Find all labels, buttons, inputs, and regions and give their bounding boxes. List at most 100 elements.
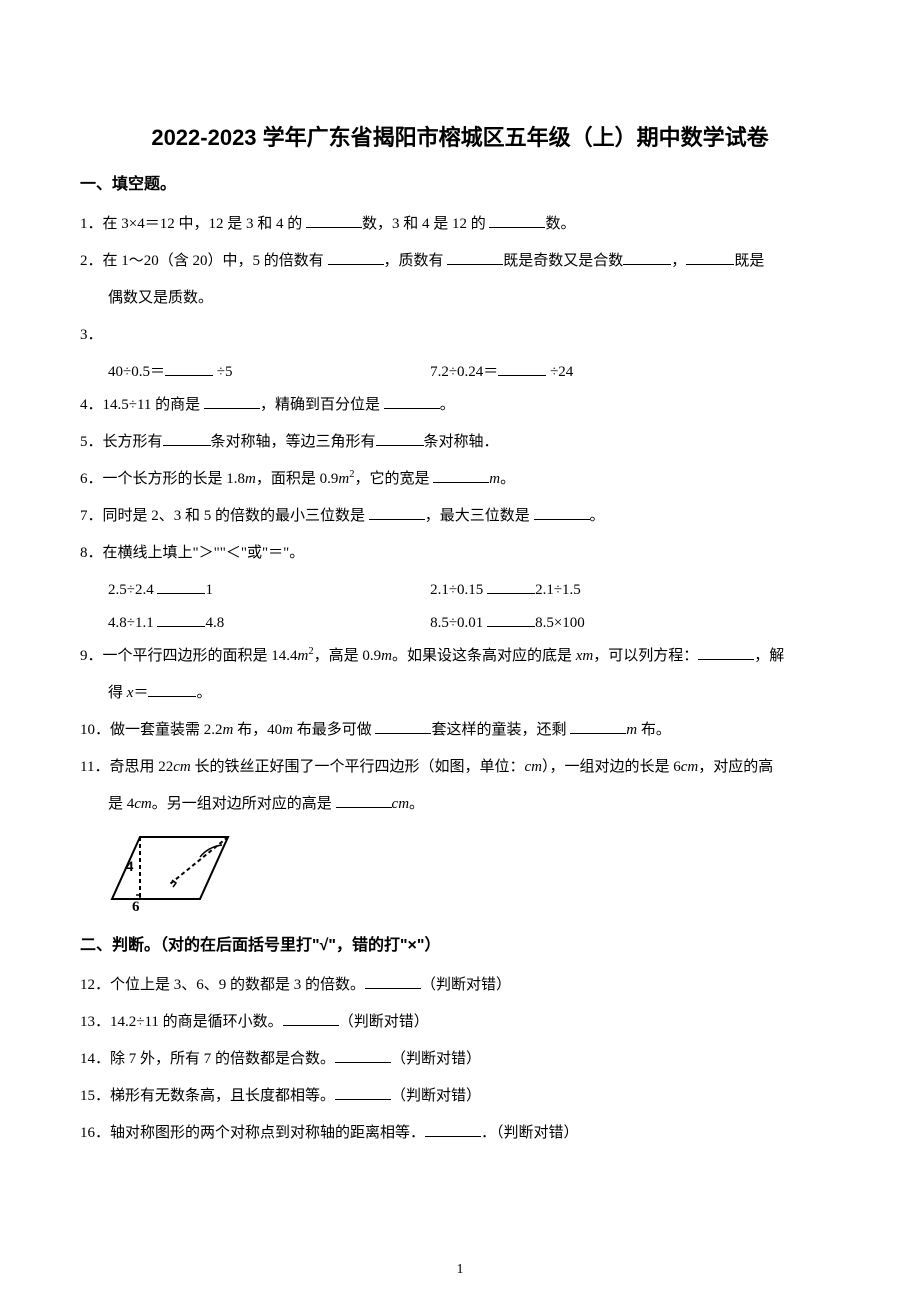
question-13: 13．14.2÷11 的商是循环小数。（判断对错） bbox=[80, 1006, 840, 1039]
question-4: 4．14.5÷11 的商是 ，精确到百分位是 。 bbox=[80, 389, 840, 422]
q8-r1c1-a: 2.5÷2.4 bbox=[108, 582, 157, 598]
q9-mid2: 。如果设这条高对应的底是 bbox=[392, 648, 576, 664]
q16-pre: 16．轴对称图形的两个对称点到对称轴的距离相等． bbox=[80, 1125, 425, 1141]
q11-mid3: ，对应的高 bbox=[698, 759, 773, 775]
q10-mid1: 布，40 bbox=[233, 722, 282, 738]
q11-mid1: 长的铁丝正好围了一个平行四边形（如图，单位： bbox=[191, 759, 525, 775]
q11-cm2: cm bbox=[524, 759, 542, 775]
q8-r2c2: 8.5÷0.01 8.5×100 bbox=[430, 607, 840, 640]
q8-r2c1-blank bbox=[157, 612, 205, 627]
q2-mid1: ，质数有 bbox=[384, 253, 448, 269]
q11-blank bbox=[336, 793, 392, 808]
q1-blank1 bbox=[306, 213, 362, 228]
question-2: 2．在 1～20（含 20）中，5 的倍数有 ，质数有 既是奇数又是合数 ， 既是 bbox=[80, 245, 840, 278]
q6-mid: ，面积是 0.9 bbox=[256, 471, 339, 487]
q4-pre: 4．14.5÷11 的商是 bbox=[80, 397, 204, 413]
q6-m1: m bbox=[245, 471, 256, 487]
q8-r2c2-a: 8.5÷0.01 bbox=[430, 615, 487, 631]
q10-post: 布。 bbox=[637, 722, 671, 738]
q11-mid2: ），一组对边的长是 6 bbox=[542, 759, 681, 775]
q7-mid: ，最大三位数是 bbox=[425, 508, 534, 524]
q10-mid3: 套这样的童装，还剩 bbox=[431, 722, 570, 738]
q11-cm3: cm bbox=[681, 759, 699, 775]
q7-pre: 7．同时是 2、3 和 5 的倍数的最小三位数是 bbox=[80, 508, 369, 524]
q11-l2-mid: 。另一组对边所对应的高是 bbox=[152, 796, 336, 812]
q9-blank2 bbox=[148, 682, 196, 697]
q8-r1c2-blank bbox=[487, 579, 535, 594]
q2-mid3: ， bbox=[671, 253, 686, 269]
q11-cm1: cm bbox=[173, 759, 191, 775]
q11-pre: 11．奇思用 22 bbox=[80, 759, 173, 775]
q8-r1c2-b: 2.1÷1.5 bbox=[535, 582, 581, 598]
question-3-number: 3． bbox=[80, 319, 840, 352]
q5-post: 条对称轴． bbox=[424, 434, 499, 450]
q2-blank3 bbox=[623, 250, 671, 265]
q13-pre: 13．14.2÷11 的商是循环小数。 bbox=[80, 1014, 283, 1030]
question-15: 15．梯形有无数条高，且长度都相等。 （判断对错） bbox=[80, 1080, 840, 1113]
q9-xm: xm bbox=[576, 648, 594, 664]
q8-r2c1-b: 4.8 bbox=[205, 615, 224, 631]
q7-blank2 bbox=[534, 505, 590, 520]
q15-post: （判断对错） bbox=[391, 1088, 481, 1104]
q9-blank1 bbox=[698, 645, 754, 660]
q8-r2c2-blank bbox=[487, 612, 535, 627]
parallelogram-svg: 4 6 bbox=[108, 829, 238, 914]
q3-c1-pre: 40÷0.5＝ bbox=[108, 364, 165, 380]
q9-mid1: ，高是 0.9 bbox=[314, 648, 382, 664]
q14-pre: 14．除 7 外，所有 7 的倍数都是合数。 bbox=[80, 1051, 335, 1067]
q3-col2: 7.2÷0.24＝ ÷24 bbox=[430, 356, 840, 389]
q14-post: （判断对错） bbox=[391, 1051, 481, 1067]
q15-pre: 15．梯形有无数条高，且长度都相等。 bbox=[80, 1088, 335, 1104]
question-1: 1．在 3×4＝12 中，12 是 3 和 4 的 数，3 和 4 是 12 的… bbox=[80, 208, 840, 241]
q2-mid2: 既是奇数又是合数 bbox=[503, 253, 623, 269]
q6-m2: m bbox=[338, 471, 349, 487]
q11-cm4: cm bbox=[134, 796, 152, 812]
q10-pre: 10．做一套童装需 2.2 bbox=[80, 722, 223, 738]
q3-c2-post: ÷24 bbox=[546, 364, 573, 380]
q4-blank2 bbox=[384, 394, 440, 409]
q15-blank bbox=[335, 1085, 391, 1100]
q10-blank2 bbox=[570, 719, 626, 734]
q2-post: 既是 bbox=[734, 253, 764, 269]
q1-post: 数。 bbox=[545, 216, 575, 232]
q3-c1-post: ÷5 bbox=[213, 364, 232, 380]
q1-pre: 1．在 3×4＝12 中，12 是 3 和 4 的 bbox=[80, 216, 306, 232]
q7-post: 。 bbox=[590, 508, 605, 524]
q6-m3: m bbox=[489, 471, 500, 487]
q5-blank1 bbox=[163, 431, 211, 446]
q9-m2: m bbox=[381, 648, 392, 664]
q16-blank bbox=[425, 1122, 481, 1137]
question-8-row1: 2.5÷2.4 1 2.1÷0.15 2.1÷1.5 bbox=[80, 574, 840, 607]
question-9: 9．一个平行四边形的面积是 14.4m2，高是 0.9m。如果设这条高对应的底是… bbox=[80, 640, 840, 673]
q11-l2-post: 。 bbox=[409, 796, 424, 812]
q2-pre: 2．在 1～20（含 20）中，5 的倍数有 bbox=[80, 253, 328, 269]
question-6: 6．一个长方形的长是 1.8m，面积是 0.9m2，它的宽是 m。 bbox=[80, 463, 840, 496]
page-number: 1 bbox=[0, 1262, 920, 1278]
q6-mid2: ，它的宽是 bbox=[354, 471, 433, 487]
q6-blank bbox=[433, 468, 489, 483]
parallelogram-figure: 4 6 bbox=[108, 829, 840, 919]
q13-blank bbox=[283, 1011, 339, 1026]
q14-blank bbox=[335, 1048, 391, 1063]
q8-r2c1: 4.8÷1.1 4.8 bbox=[108, 607, 430, 640]
q12-blank bbox=[365, 974, 421, 989]
q9-m1: m bbox=[298, 648, 309, 664]
q5-mid: 条对称轴，等边三角形有 bbox=[211, 434, 376, 450]
question-11: 11．奇思用 22cm 长的铁丝正好围了一个平行四边形（如图，单位：cm），一组… bbox=[80, 751, 840, 784]
q3-col1: 40÷0.5＝ ÷5 bbox=[108, 356, 430, 389]
q5-pre: 5．长方形有 bbox=[80, 434, 163, 450]
q16-post: ．（判断对错） bbox=[481, 1125, 579, 1141]
q4-mid: ，精确到百分位是 bbox=[260, 397, 384, 413]
question-16: 16．轴对称图形的两个对称点到对称轴的距离相等． ．（判断对错） bbox=[80, 1117, 840, 1150]
q6-post: 。 bbox=[500, 471, 515, 487]
q10-blank1 bbox=[375, 719, 431, 734]
q1-blank2 bbox=[489, 213, 545, 228]
q8-r1c1-b: 1 bbox=[205, 582, 213, 598]
question-12: 12．个位上是 3、6、9 的数都是 3 的倍数。（判断对错） bbox=[80, 969, 840, 1002]
q1-mid: 数，3 和 4 是 12 的 bbox=[362, 216, 490, 232]
q3-c1-blank bbox=[165, 361, 213, 376]
q12-pre: 12．个位上是 3、6、9 的数都是 3 的倍数。 bbox=[80, 977, 365, 993]
q8-r2c1-a: 4.8÷1.1 bbox=[108, 615, 157, 631]
q9-pre: 9．一个平行四边形的面积是 14.4 bbox=[80, 648, 298, 664]
q3-c2-pre: 7.2÷0.24＝ bbox=[430, 364, 498, 380]
